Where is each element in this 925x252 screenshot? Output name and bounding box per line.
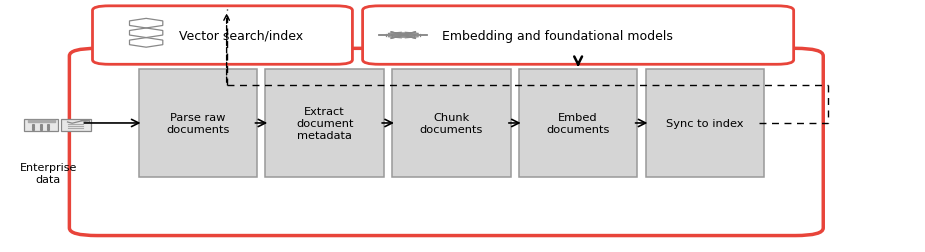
Text: Enterprise
data: Enterprise data (19, 163, 77, 184)
FancyBboxPatch shape (392, 69, 511, 178)
Text: Sync to index: Sync to index (666, 118, 744, 129)
FancyBboxPatch shape (646, 69, 764, 178)
Polygon shape (80, 120, 89, 123)
FancyBboxPatch shape (61, 120, 91, 132)
FancyBboxPatch shape (92, 7, 352, 65)
FancyBboxPatch shape (363, 7, 794, 65)
Text: Embed
documents: Embed documents (547, 113, 610, 134)
Text: Vector search/index: Vector search/index (179, 29, 302, 42)
FancyBboxPatch shape (265, 69, 384, 178)
Text: Extract
document
metadata: Extract document metadata (296, 107, 353, 140)
FancyBboxPatch shape (519, 69, 637, 178)
Text: Chunk
documents: Chunk documents (420, 113, 483, 134)
Text: Embedding and foundational models: Embedding and foundational models (442, 29, 673, 42)
FancyBboxPatch shape (69, 49, 823, 236)
Text: Parse raw
documents: Parse raw documents (166, 113, 229, 134)
FancyBboxPatch shape (139, 69, 257, 178)
FancyBboxPatch shape (24, 120, 58, 132)
